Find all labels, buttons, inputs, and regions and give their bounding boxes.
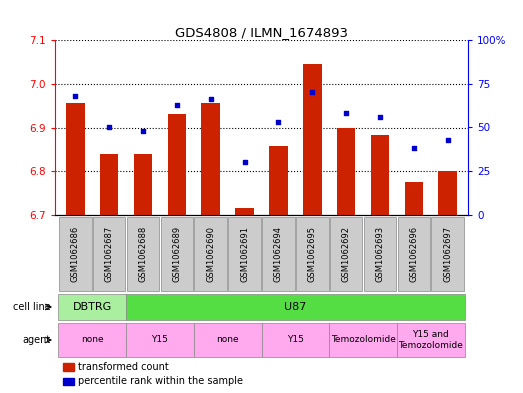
Point	[308, 89, 316, 95]
Bar	[100, 154, 119, 215]
Point	[241, 159, 249, 165]
Bar	[337, 127, 356, 215]
FancyBboxPatch shape	[59, 323, 126, 358]
Text: DBTRG: DBTRG	[73, 302, 112, 312]
Bar	[235, 208, 254, 215]
Text: GSM1062690: GSM1062690	[206, 226, 215, 282]
Text: agent: agent	[22, 335, 51, 345]
Bar	[63, 364, 74, 371]
Text: GSM1062691: GSM1062691	[240, 226, 249, 282]
Point	[274, 119, 282, 125]
Bar	[134, 154, 152, 215]
Point	[444, 137, 452, 143]
Text: cell line: cell line	[13, 302, 51, 312]
Bar	[201, 103, 220, 215]
FancyBboxPatch shape	[93, 217, 126, 292]
Bar	[438, 171, 457, 215]
Text: transformed count: transformed count	[78, 362, 168, 372]
Text: GSM1062696: GSM1062696	[410, 226, 418, 282]
FancyBboxPatch shape	[195, 217, 227, 292]
FancyBboxPatch shape	[262, 217, 294, 292]
Point	[139, 128, 147, 134]
FancyBboxPatch shape	[161, 217, 193, 292]
Point	[71, 93, 79, 99]
Text: Y15: Y15	[152, 336, 168, 345]
FancyBboxPatch shape	[296, 217, 328, 292]
Bar	[167, 114, 186, 215]
Point	[173, 102, 181, 108]
Text: Y15: Y15	[287, 336, 304, 345]
Text: U87: U87	[284, 302, 306, 312]
Bar	[269, 146, 288, 215]
Text: GSM1062692: GSM1062692	[342, 226, 350, 282]
Point	[207, 96, 215, 103]
Bar	[371, 135, 389, 215]
Bar	[404, 182, 423, 215]
FancyBboxPatch shape	[126, 294, 464, 320]
Bar	[63, 378, 74, 385]
Title: GDS4808 / ILMN_1674893: GDS4808 / ILMN_1674893	[175, 26, 348, 39]
Text: percentile rank within the sample: percentile rank within the sample	[78, 376, 243, 386]
Text: Y15 and
Temozolomide: Y15 and Temozolomide	[399, 330, 463, 350]
Bar	[303, 64, 322, 215]
Text: GSM1062694: GSM1062694	[274, 226, 283, 282]
FancyBboxPatch shape	[431, 217, 464, 292]
Text: none: none	[81, 336, 104, 345]
FancyBboxPatch shape	[194, 323, 262, 358]
FancyBboxPatch shape	[127, 217, 160, 292]
Text: none: none	[217, 336, 239, 345]
FancyBboxPatch shape	[329, 323, 397, 358]
Text: GSM1062697: GSM1062697	[443, 226, 452, 282]
Point	[342, 110, 350, 117]
Bar	[66, 103, 85, 215]
Point	[376, 114, 384, 120]
FancyBboxPatch shape	[229, 217, 261, 292]
Text: GSM1062689: GSM1062689	[173, 226, 181, 282]
FancyBboxPatch shape	[59, 294, 126, 320]
Text: GSM1062693: GSM1062693	[376, 226, 384, 282]
Text: GSM1062688: GSM1062688	[139, 226, 147, 282]
FancyBboxPatch shape	[330, 217, 362, 292]
FancyBboxPatch shape	[59, 217, 92, 292]
Point	[105, 124, 113, 130]
Point	[410, 145, 418, 152]
FancyBboxPatch shape	[397, 323, 464, 358]
Text: GSM1062695: GSM1062695	[308, 226, 317, 282]
FancyBboxPatch shape	[363, 217, 396, 292]
FancyBboxPatch shape	[397, 217, 430, 292]
Text: Temozolomide: Temozolomide	[331, 336, 395, 345]
Text: GSM1062687: GSM1062687	[105, 226, 113, 282]
Text: GSM1062686: GSM1062686	[71, 226, 80, 282]
FancyBboxPatch shape	[262, 323, 329, 358]
FancyBboxPatch shape	[126, 323, 194, 358]
